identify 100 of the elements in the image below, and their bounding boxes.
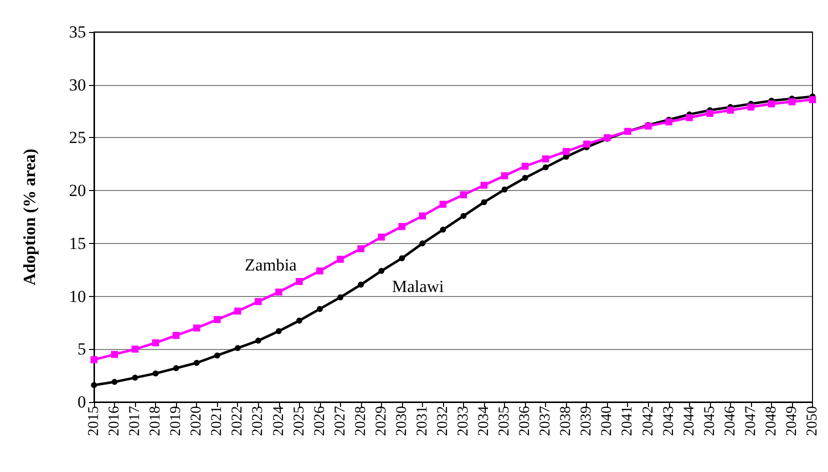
point: [254, 298, 262, 306]
y-tick-label: 5: [78, 340, 86, 359]
x-tick-label: 2019: [168, 406, 184, 436]
series-label: Malawi: [392, 277, 444, 296]
point: [194, 360, 200, 366]
point: [747, 104, 754, 111]
y-tick-label: 35: [69, 22, 86, 42]
point: [788, 98, 796, 106]
x-tick-label: 2020: [188, 406, 205, 436]
point: [112, 378, 118, 385]
point: [234, 308, 242, 315]
y-tick-label: 30: [69, 75, 86, 94]
point: [419, 240, 426, 246]
y-tick-label: 10: [69, 286, 86, 306]
x-tick-label: 2032: [434, 406, 451, 436]
x-tick-label: 2028: [352, 406, 369, 436]
point: [132, 374, 138, 381]
point: [501, 172, 508, 180]
point: [522, 174, 528, 181]
x-tick-label: 2031: [414, 406, 430, 436]
x-tick-label: 2037: [538, 406, 554, 436]
point: [91, 382, 97, 388]
x-tick-label: 2026: [312, 406, 328, 436]
point: [398, 255, 405, 262]
x-tick-label: 2015: [86, 406, 102, 436]
point: [522, 162, 529, 170]
x-tick-label: 2049: [784, 406, 800, 436]
x-tick-label: 2018: [148, 406, 164, 436]
y-tick-label: 20: [69, 181, 86, 200]
point: [665, 118, 672, 126]
point: [214, 316, 221, 324]
point: [234, 345, 241, 352]
point: [336, 256, 344, 263]
point: [542, 155, 550, 162]
x-tick-label: 2046: [722, 406, 738, 436]
y-axis-title: Adoption (% area): [20, 148, 39, 286]
point: [562, 148, 570, 155]
point: [316, 267, 324, 274]
point: [316, 306, 323, 312]
y-tick-label: 0: [78, 392, 86, 412]
series-label: Zambia: [244, 256, 298, 275]
x-tick-label: 2023: [250, 406, 266, 436]
point: [480, 182, 488, 189]
x-tick-label: 2035: [496, 406, 513, 436]
x-tick-label: 2036: [517, 406, 534, 436]
point: [358, 282, 364, 288]
x-tick-label: 2024: [270, 406, 287, 436]
x-tick-label: 2041: [620, 406, 636, 436]
point: [275, 288, 282, 296]
y-tick-label: 25: [69, 128, 86, 148]
point: [378, 268, 384, 274]
point: [152, 370, 159, 376]
point: [173, 365, 180, 372]
point: [502, 186, 508, 193]
point: [439, 200, 446, 208]
x-tick-label: 2030: [394, 406, 410, 436]
x-tick-label: 2048: [763, 406, 780, 436]
point: [296, 278, 303, 285]
point: [296, 318, 302, 324]
x-tick-label: 2027: [332, 406, 348, 436]
point: [378, 234, 385, 241]
point: [542, 164, 549, 170]
point: [276, 328, 282, 334]
point: [357, 245, 364, 252]
x-tick-label: 2044: [681, 406, 698, 436]
x-tick-label: 2043: [660, 406, 677, 436]
x-tick-label: 2047: [742, 406, 759, 436]
x-tick-label: 2016: [106, 406, 123, 436]
point: [255, 338, 262, 344]
point: [809, 96, 816, 104]
x-tick-label: 2042: [640, 406, 656, 436]
x-tick-label: 2040: [599, 406, 616, 436]
point: [768, 100, 775, 108]
x-tick-label: 2033: [456, 406, 472, 436]
y-tick-label: 15: [69, 234, 86, 253]
point: [583, 140, 590, 148]
point: [440, 226, 446, 233]
x-tick-label: 2022: [230, 406, 246, 436]
point: [418, 212, 426, 220]
x-tick-label: 2050: [804, 406, 820, 436]
point: [706, 110, 714, 117]
point: [481, 199, 488, 206]
x-tick-label: 2021: [209, 406, 226, 436]
x-tick-label: 2045: [702, 406, 718, 436]
point: [152, 339, 160, 346]
x-tick-label: 2034: [476, 406, 492, 436]
point: [460, 191, 468, 198]
x-tick-label: 2025: [291, 406, 308, 436]
point: [90, 356, 98, 364]
point: [172, 332, 180, 339]
point: [111, 350, 118, 358]
point: [726, 106, 734, 114]
point: [214, 352, 220, 358]
point: [398, 223, 406, 230]
point: [337, 294, 344, 300]
x-tick-label: 2038: [558, 406, 574, 436]
x-tick-label: 2039: [578, 406, 595, 436]
point: [686, 114, 693, 122]
point: [460, 212, 467, 219]
x-tick-label: 2029: [373, 406, 390, 436]
